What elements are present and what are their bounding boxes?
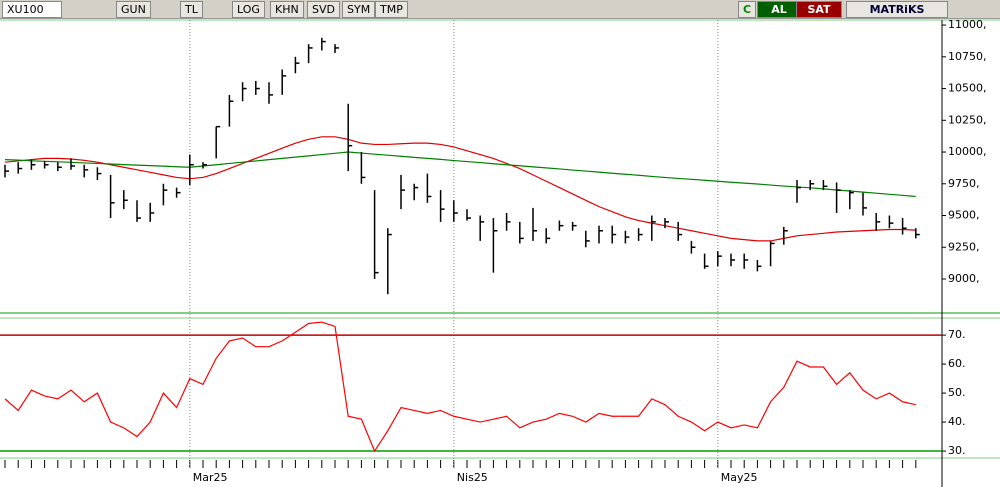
btn[interactable]: TL (180, 1, 203, 18)
y-tick-label: 30. (948, 444, 966, 457)
x-tick-label: Nis25 (457, 471, 488, 484)
btn[interactable]: LOG (232, 1, 265, 18)
line (4, 136, 916, 242)
y-tick-label: 70. (948, 328, 966, 341)
btn[interactable]: C (738, 1, 757, 18)
btn[interactable]: TMP (375, 1, 408, 18)
symbol[interactable]: XU100 (2, 1, 62, 18)
y-tick-label: 40. (948, 415, 966, 428)
y-tick-label: 10250, (948, 113, 987, 126)
brand[interactable]: MATRiKS (846, 1, 948, 18)
y-tick-label: 9000, (948, 272, 980, 285)
btn[interactable]: KHN (270, 1, 304, 18)
x-tick-label: May25 (721, 471, 758, 484)
y-tick-label: 50. (948, 386, 966, 399)
toolbar: XU100 GUN TL LOG KHN SVD SYM TMP C AL SA… (0, 0, 1000, 19)
y-tick-label: 11000, (948, 18, 987, 31)
line (4, 321, 916, 453)
sell[interactable]: SAT (796, 1, 842, 18)
y-tick-label: 10000, (948, 145, 987, 158)
y-tick-label: 10750, (948, 50, 987, 63)
y-tick-label: 9250, (948, 240, 980, 253)
frame (0, 20, 1000, 487)
btn[interactable]: GUN (116, 1, 151, 18)
y-tick-label: 9750, (948, 177, 980, 190)
y-tick-label: 10500, (948, 82, 987, 95)
btn[interactable]: SVD (307, 1, 340, 18)
y-tick-label: 9500, (948, 209, 980, 222)
y-tick-label: 60. (948, 357, 966, 370)
line (4, 151, 916, 198)
x-tick-label: Mar25 (193, 471, 228, 484)
btn[interactable]: SYM (342, 1, 376, 18)
